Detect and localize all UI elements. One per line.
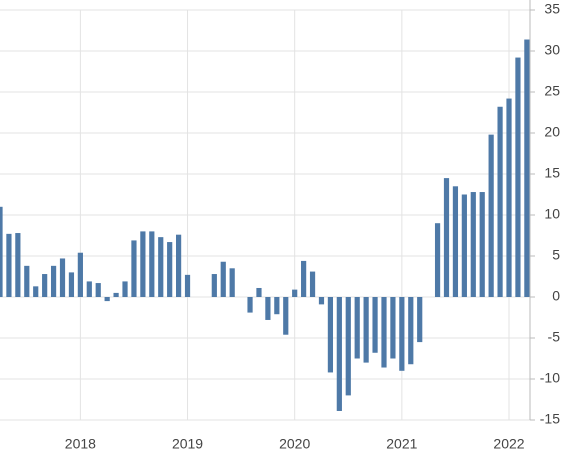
y-tick-label: 10 (544, 206, 560, 222)
bar (372, 297, 378, 353)
y-tick-label: 20 (544, 124, 560, 140)
bar (515, 57, 521, 298)
bar (309, 271, 316, 297)
x-tick-label: 2018 (65, 436, 96, 452)
y-tick-label: 35 (544, 1, 560, 17)
bar (95, 283, 101, 297)
bar (104, 297, 110, 302)
bar (283, 297, 289, 335)
bar (443, 178, 450, 297)
bar (158, 237, 164, 297)
bar (15, 233, 21, 297)
bar (354, 297, 360, 359)
bar (318, 297, 325, 305)
bar (417, 297, 423, 343)
y-tick-label: -10 (540, 370, 560, 386)
x-tick-label: 2019 (172, 436, 203, 452)
bar (390, 297, 396, 359)
bar (184, 274, 191, 297)
bar (479, 192, 485, 297)
bar (77, 252, 83, 297)
bar (59, 258, 66, 297)
bar (461, 194, 467, 297)
bar (68, 272, 75, 297)
bar (149, 231, 155, 297)
y-tick-label: 15 (544, 165, 560, 181)
bar (176, 234, 182, 297)
y-tick-label: 0 (552, 288, 560, 304)
bar (470, 192, 476, 297)
bar (452, 186, 459, 297)
bar (292, 289, 298, 297)
bar (220, 261, 226, 297)
bar (131, 240, 137, 297)
y-tick-label: 5 (552, 247, 560, 263)
bar (488, 134, 494, 297)
bar (327, 297, 334, 373)
bar (345, 297, 351, 396)
bar (33, 286, 39, 297)
bar (301, 260, 307, 297)
bar (211, 274, 217, 297)
bar (122, 281, 128, 297)
bar (229, 268, 235, 297)
x-tick-label: 2022 (493, 436, 524, 452)
bar (6, 233, 12, 297)
y-tick-label: -5 (548, 329, 561, 345)
bar (86, 281, 92, 297)
bar (256, 287, 262, 297)
bar (167, 242, 173, 297)
bar (140, 231, 146, 297)
bar (274, 297, 280, 315)
bar (381, 297, 387, 368)
y-tick-label: 25 (544, 83, 560, 99)
bar (399, 297, 405, 371)
x-tick-label: 2021 (386, 436, 417, 452)
bar (408, 297, 414, 365)
bar (524, 39, 530, 298)
y-tick-label: 30 (544, 42, 560, 58)
bar (363, 297, 369, 363)
bar (50, 265, 57, 297)
bar (434, 223, 441, 297)
bar (0, 206, 3, 297)
bar (113, 292, 119, 297)
bar (24, 265, 30, 297)
bar (336, 297, 342, 411)
bar (247, 297, 253, 313)
bar (497, 106, 503, 297)
bar (265, 297, 271, 320)
bar (42, 274, 48, 297)
bar (506, 98, 512, 297)
y-tick-label: -15 (540, 411, 560, 427)
x-tick-label: 2020 (279, 436, 310, 452)
